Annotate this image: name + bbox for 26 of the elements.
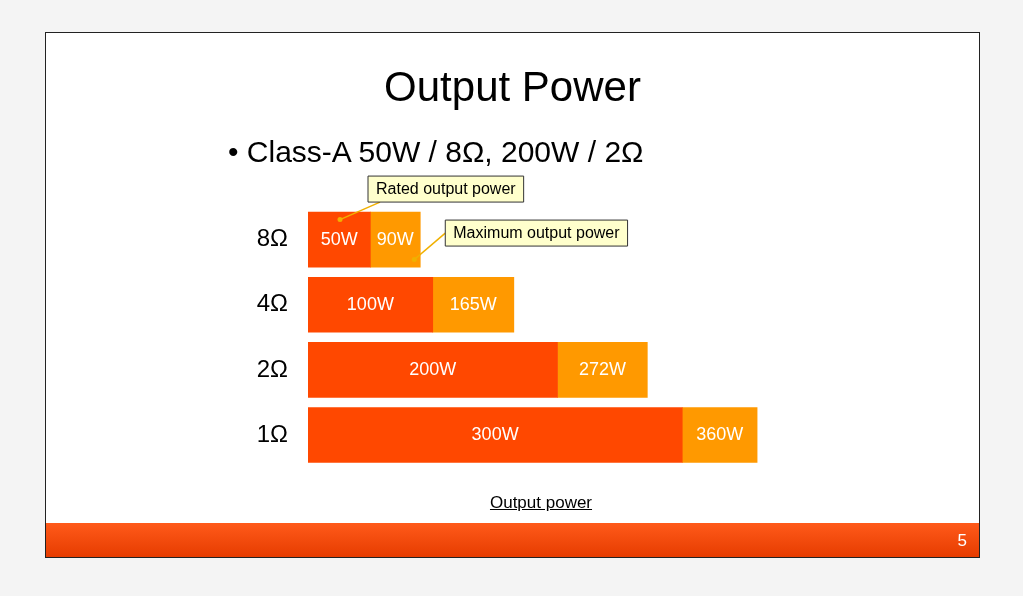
- series-label: Rated output power: [376, 180, 517, 198]
- data-label: 300W: [471, 423, 519, 444]
- bar: [308, 407, 683, 463]
- total-label: 165W: [449, 293, 497, 314]
- bar: [432, 276, 515, 333]
- data-label: 100W: [346, 293, 394, 314]
- text: Maximum output power: [453, 224, 621, 242]
- bar: [370, 211, 421, 268]
- bar: [308, 276, 434, 333]
- y-tick-label: 1Ω: [256, 419, 288, 447]
- y-tick-label: 2Ω: [256, 354, 288, 382]
- total-label: 90W: [376, 228, 414, 249]
- y-tick-label: 4Ω: [256, 289, 288, 317]
- bar: [308, 342, 558, 398]
- text: 5: [957, 531, 967, 551]
- data-label: 200W: [409, 358, 457, 379]
- total-label: 360W: [696, 423, 744, 444]
- x-axis-title: Output power: [488, 493, 594, 513]
- bar: [308, 211, 371, 268]
- total-label: 272W: [578, 358, 626, 379]
- y-tick-label: 8Ω: [256, 224, 288, 252]
- bar: [681, 407, 758, 463]
- chart-title: Output Power: [383, 63, 642, 111]
- chart-subtitle: • Class-A 50W / 8Ω, 200W / 2Ω: [228, 135, 644, 169]
- bar: [557, 342, 648, 398]
- data-label: 50W: [320, 228, 358, 249]
